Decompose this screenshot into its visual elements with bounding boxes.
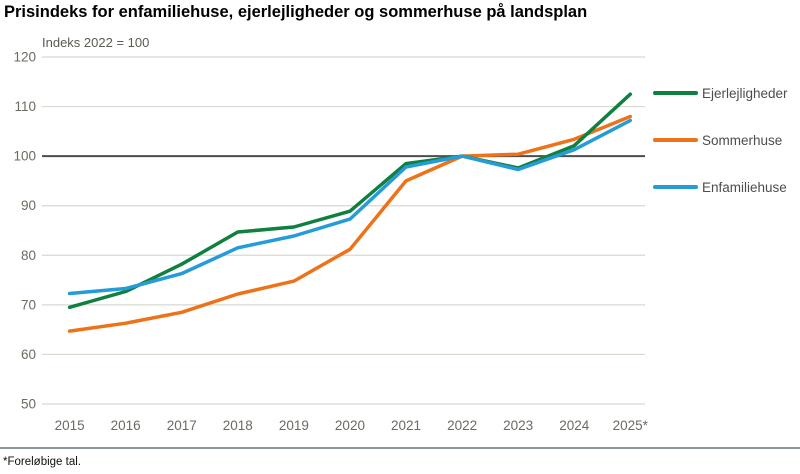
index-unit-label: Indeks 2022 = 100	[42, 35, 150, 50]
x-axis-tick-label: 2024	[559, 418, 590, 433]
y-axis-tick-label: 120	[13, 50, 36, 65]
series-line-enfamiliehuse	[67, 118, 633, 296]
legend-item-ejerlejligheder: Ejerlejligheder	[653, 85, 788, 101]
chart-title: Prisindeks for enfamiliehuse, ejerlejlig…	[4, 3, 588, 21]
series-line-ejerlejligheder	[67, 92, 633, 310]
legend-label: Enfamiliehuse	[702, 179, 787, 195]
x-axis-tick-label: 2016	[111, 418, 141, 433]
y-axis-tick-label: 80	[21, 248, 36, 263]
series-line-sommerhuse	[67, 114, 633, 333]
footnote-preliminary-figures: *Foreløbige tal.	[3, 456, 81, 468]
x-axis-tick-label: 2023	[503, 418, 533, 433]
x-axis-tick-label: 2019	[279, 418, 309, 433]
y-axis-tick-label: 60	[21, 347, 36, 362]
y-axis-tick-label: 100	[13, 149, 36, 164]
x-axis-tick-label: 2018	[223, 418, 253, 433]
y-axis-tick-label: 90	[21, 198, 36, 213]
y-axis-tick-label: 110	[14, 99, 36, 114]
y-axis-tick-label: 70	[21, 297, 36, 312]
x-axis-tick-label: 2022	[447, 418, 477, 433]
legend-label: Ejerlejligheder	[702, 85, 788, 101]
legend-item-enfamiliehuse: Enfamiliehuse	[653, 179, 788, 195]
x-axis-tick-label: 2015	[55, 418, 85, 433]
x-axis-tick-label: 2017	[167, 418, 197, 433]
y-axis-tick-label: 50	[21, 397, 36, 412]
legend: Ejerlejligheder Sommerhuse Enfamiliehuse	[653, 85, 788, 195]
legend-line-swatch	[653, 91, 698, 95]
legend-item-sommerhuse: Sommerhuse	[653, 132, 788, 148]
footer-divider	[0, 447, 800, 449]
legend-label: Sommerhuse	[702, 132, 783, 148]
legend-line-swatch	[653, 185, 698, 189]
legend-line-swatch	[653, 138, 698, 142]
x-axis-tick-label: 2020	[335, 418, 365, 433]
x-axis-tick-label: 2021	[391, 418, 421, 433]
x-axis-tick-label: 2025*	[613, 418, 649, 433]
